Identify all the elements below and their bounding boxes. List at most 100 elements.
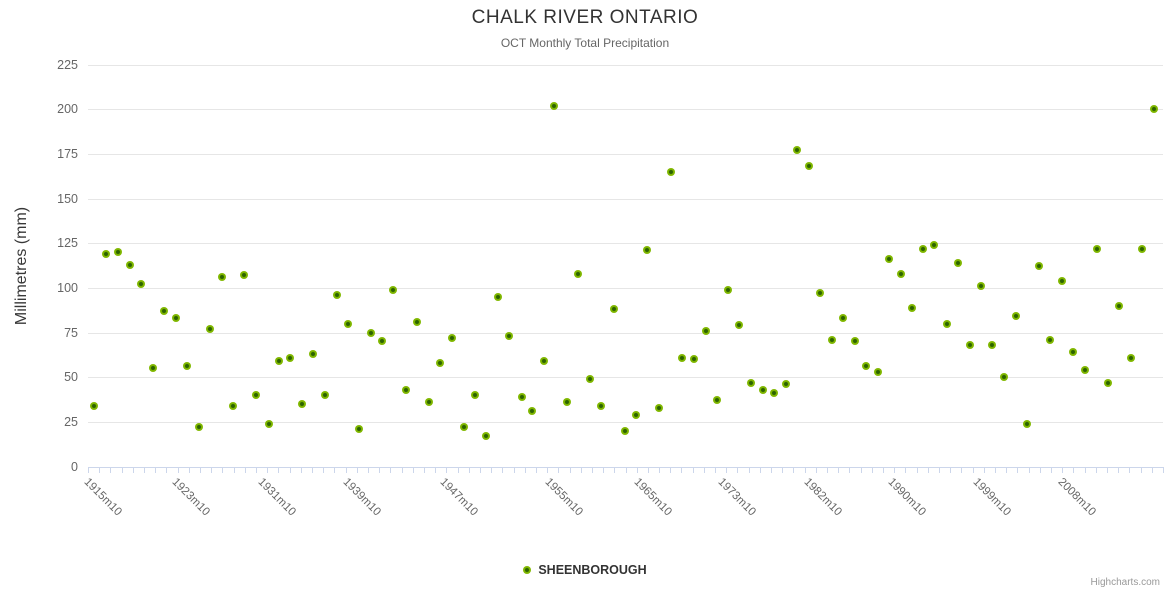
data-point[interactable] xyxy=(1046,335,1054,344)
data-point[interactable] xyxy=(252,391,260,400)
data-point[interactable] xyxy=(1000,373,1008,382)
data-point[interactable] xyxy=(321,391,329,400)
data-point[interactable] xyxy=(367,328,375,337)
data-point[interactable] xyxy=(402,385,410,394)
data-point[interactable] xyxy=(1035,262,1043,271)
data-point[interactable] xyxy=(586,374,594,383)
data-point[interactable] xyxy=(448,333,456,342)
legend-item-sheenborough[interactable]: SHEENBOROUGH xyxy=(0,563,1170,577)
data-point[interactable] xyxy=(713,396,721,405)
data-point[interactable] xyxy=(240,271,248,280)
data-point[interactable] xyxy=(333,291,341,300)
data-point[interactable] xyxy=(1115,301,1123,310)
data-point[interactable] xyxy=(183,362,191,371)
data-point[interactable] xyxy=(90,401,98,410)
data-point[interactable] xyxy=(874,367,882,376)
x-tick xyxy=(211,467,213,473)
data-point[interactable] xyxy=(436,358,444,367)
data-point[interactable] xyxy=(298,399,306,408)
data-point[interactable] xyxy=(919,244,927,253)
data-point[interactable] xyxy=(471,391,479,400)
data-point[interactable] xyxy=(930,241,938,250)
data-point[interactable] xyxy=(494,292,502,301)
data-point[interactable] xyxy=(862,362,870,371)
data-point[interactable] xyxy=(897,269,905,278)
data-point[interactable] xyxy=(735,321,743,330)
data-point[interactable] xyxy=(126,260,134,269)
data-point[interactable] xyxy=(610,305,618,314)
data-point[interactable] xyxy=(690,355,698,364)
data-point[interactable] xyxy=(828,335,836,344)
data-point[interactable] xyxy=(286,353,294,362)
data-point[interactable] xyxy=(413,317,421,326)
data-point[interactable] xyxy=(518,392,526,401)
data-point[interactable] xyxy=(482,432,490,441)
data-point[interactable] xyxy=(344,319,352,328)
data-point[interactable] xyxy=(355,424,363,433)
data-point[interactable] xyxy=(597,401,605,410)
data-point[interactable] xyxy=(816,289,824,298)
data-point[interactable] xyxy=(621,426,629,435)
data-point[interactable] xyxy=(954,258,962,267)
data-point[interactable] xyxy=(229,401,237,410)
data-point[interactable] xyxy=(149,364,157,373)
credits-link[interactable]: Highcharts.com xyxy=(1090,577,1160,588)
data-point[interactable] xyxy=(505,332,513,341)
data-point[interactable] xyxy=(988,341,996,350)
data-point[interactable] xyxy=(1104,378,1112,387)
data-point[interactable] xyxy=(160,307,168,316)
data-point[interactable] xyxy=(102,249,110,258)
data-point[interactable] xyxy=(265,419,273,428)
data-point[interactable] xyxy=(702,326,710,335)
data-point[interactable] xyxy=(966,341,974,350)
data-point[interactable] xyxy=(309,349,317,358)
data-point[interactable] xyxy=(643,246,651,255)
data-point[interactable] xyxy=(425,398,433,407)
data-point[interactable] xyxy=(1081,366,1089,375)
data-point[interactable] xyxy=(839,314,847,323)
data-point[interactable] xyxy=(1150,105,1158,114)
data-point[interactable] xyxy=(678,353,686,362)
data-point[interactable] xyxy=(770,389,778,398)
data-point[interactable] xyxy=(114,248,122,257)
data-point[interactable] xyxy=(389,285,397,294)
data-point[interactable] xyxy=(275,357,283,366)
data-point[interactable] xyxy=(885,255,893,264)
y-gridline xyxy=(88,377,1163,379)
data-point[interactable] xyxy=(805,162,813,171)
data-point[interactable] xyxy=(793,146,801,155)
data-point[interactable] xyxy=(943,319,951,328)
data-point[interactable] xyxy=(1127,353,1135,362)
data-point[interactable] xyxy=(724,285,732,294)
data-point[interactable] xyxy=(851,337,859,346)
data-point[interactable] xyxy=(460,423,468,432)
data-point[interactable] xyxy=(977,282,985,291)
data-point[interactable] xyxy=(1069,348,1077,357)
data-point[interactable] xyxy=(632,410,640,419)
data-point[interactable] xyxy=(782,380,790,389)
data-point[interactable] xyxy=(667,167,675,176)
data-point[interactable] xyxy=(1093,244,1101,253)
data-point[interactable] xyxy=(655,403,663,412)
data-point[interactable] xyxy=(759,385,767,394)
data-point[interactable] xyxy=(908,303,916,312)
data-point[interactable] xyxy=(1012,312,1020,321)
data-point[interactable] xyxy=(563,398,571,407)
data-point[interactable] xyxy=(378,337,386,346)
data-point[interactable] xyxy=(528,407,536,416)
data-point[interactable] xyxy=(137,280,145,289)
data-point[interactable] xyxy=(206,324,214,333)
data-point[interactable] xyxy=(747,378,755,387)
data-point[interactable] xyxy=(172,314,180,323)
data-point[interactable] xyxy=(218,273,226,282)
x-tick xyxy=(1006,467,1008,473)
y-tick-label: 0 xyxy=(71,459,78,474)
data-point[interactable] xyxy=(195,423,203,432)
y-gridline xyxy=(88,64,1163,66)
data-point[interactable] xyxy=(540,357,548,366)
data-point[interactable] xyxy=(1058,276,1066,285)
data-point[interactable] xyxy=(574,269,582,278)
data-point[interactable] xyxy=(1138,244,1146,253)
data-point[interactable] xyxy=(1023,419,1031,428)
data-point[interactable] xyxy=(550,101,558,110)
